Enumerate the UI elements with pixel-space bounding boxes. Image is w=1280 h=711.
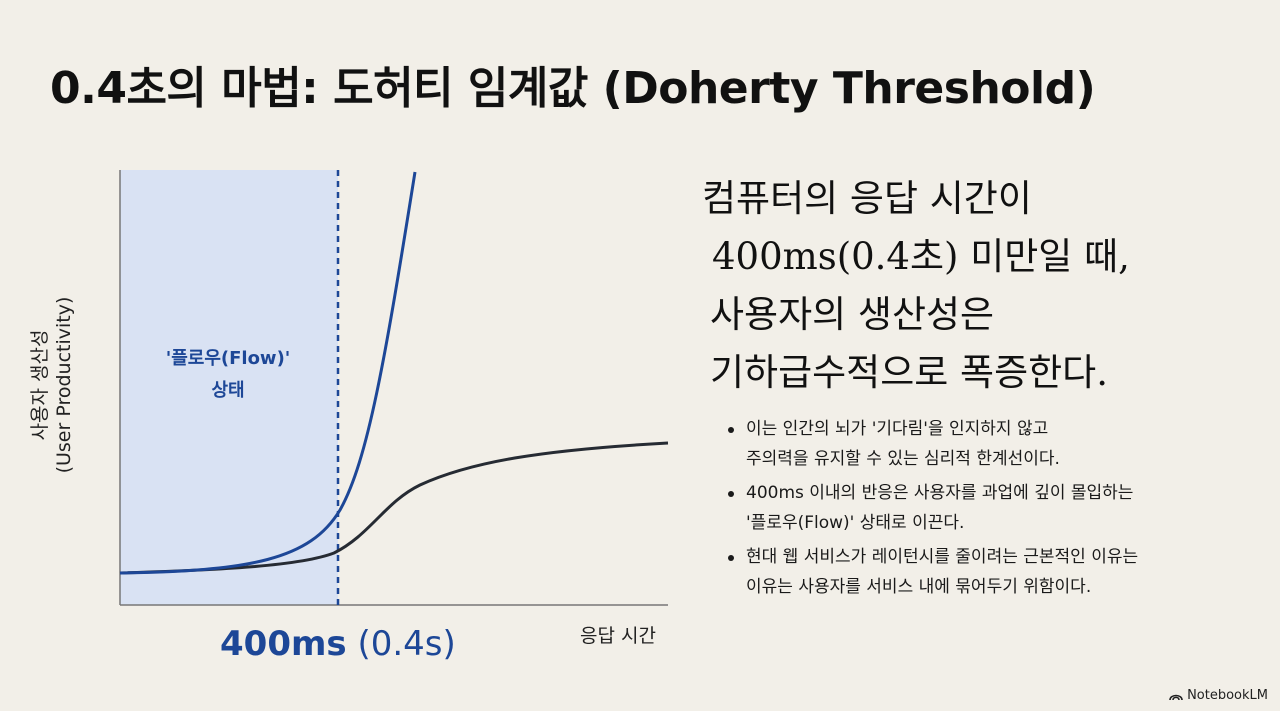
flow-zone-label-line1: '플로우(Flow)' [165, 348, 291, 369]
bullet-line: '플로우(Flow)' 상태로 이끈다. [746, 513, 965, 533]
bullet-line: 이는 인간의 뇌가 '기다림'을 인지하지 않고 [746, 419, 1049, 439]
threshold-label: 400ms (0.4s) [220, 624, 456, 664]
brand-watermark: NotebookLM [1169, 688, 1268, 703]
headline-line: 400ms(0.4초) 미만일 때, [712, 235, 1130, 278]
brand-name: NotebookLM [1187, 688, 1268, 703]
saturating-productivity-curve [119, 441, 669, 575]
headline-line: 기하급수적으로 폭증한다. [710, 351, 1108, 394]
y-axis-label-korean: 사용자 생산성 [29, 329, 51, 441]
bullet-item: 이는 인간의 뇌가 '기다림'을 인지하지 않고 주의력을 유지할 수 있는 심… [726, 414, 1246, 474]
bullet-list: 이는 인간의 뇌가 '기다림'을 인지하지 않고 주의력을 유지할 수 있는 심… [726, 414, 1246, 606]
x-axis-label: 응답 시간 [580, 625, 656, 647]
headline-line: 사용자의 생산성은 [710, 293, 995, 336]
flow-zone-label: '플로우(Flow)' 상태 [118, 343, 338, 407]
bullet-line: 이유는 사용자를 서비스 내에 묶어두기 위함이다. [746, 577, 1092, 597]
threshold-label-ms: 400ms [220, 624, 347, 664]
bullet-line: 주의력을 유지할 수 있는 심리적 한계선이다. [746, 449, 1060, 469]
bullet-line: 현대 웹 서비스가 레이턴시를 줄이려는 근본적인 이유는 [746, 547, 1139, 567]
threshold-label-seconds: (0.4s) [357, 624, 456, 664]
y-axis-label-english: (User Productivity) [53, 296, 75, 474]
bullet-item: 현대 웹 서비스가 레이턴시를 줄이려는 근본적인 이유는 이유는 사용자를 서… [726, 542, 1246, 602]
headline-statement: 컴퓨터의 응답 시간이 400ms(0.4초) 미만일 때, 사용자의 생산성은… [702, 170, 1242, 402]
headline-line: 컴퓨터의 응답 시간이 [702, 177, 1032, 220]
exponential-productivity-curve [119, 171, 417, 575]
y-axis-label: 사용자 생산성 (User Productivity) [28, 297, 76, 474]
flow-zone-region [120, 170, 338, 605]
productivity-chart [119, 170, 669, 606]
chart-area: 사용자 생산성 (User Productivity) '플로우(Flow)' … [28, 170, 669, 664]
flow-zone-label-line2: 상태 [211, 380, 245, 401]
slide-title: 0.4초의 마법: 도허티 임계값 (Doherty Threshold) [50, 63, 1096, 114]
bullet-item: 400ms 이내의 반응은 사용자를 과업에 깊이 몰입하는 '플로우(Flow… [726, 478, 1246, 538]
bullet-line: 400ms 이내의 반응은 사용자를 과업에 깊이 몰입하는 [746, 483, 1134, 503]
notebooklm-logo-icon [1169, 694, 1183, 700]
